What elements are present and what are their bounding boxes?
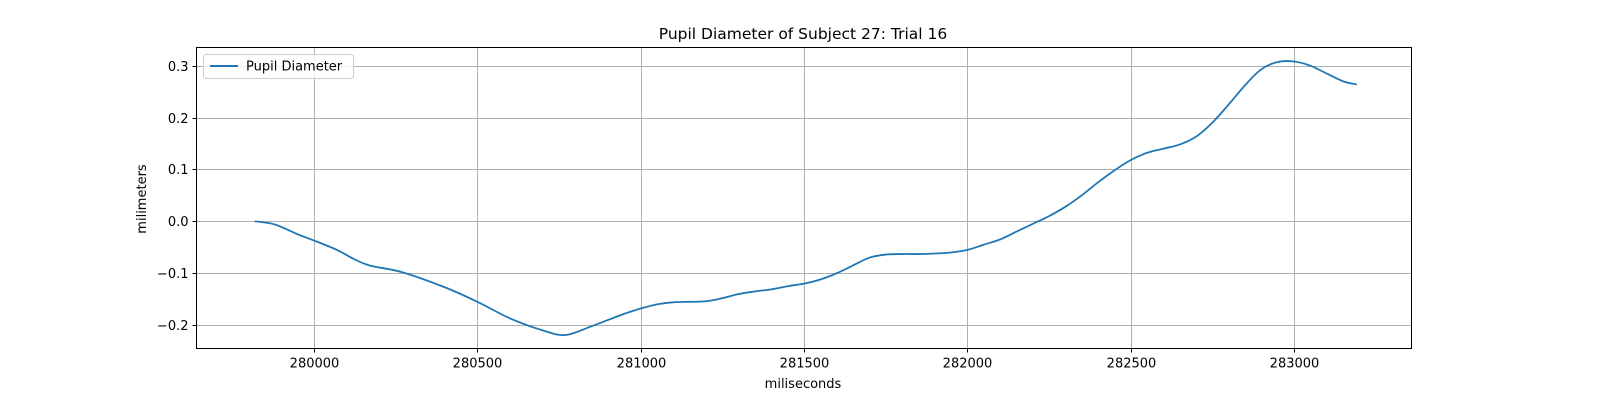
y-axis-label: milimeters [135, 164, 150, 234]
chart-title: Pupil Diameter of Subject 27: Trial 16 [659, 25, 948, 43]
y-tick-label: 0.3 [168, 60, 189, 75]
series-line-pupil-diameter [254, 60, 1357, 337]
x-tick-label: 280500 [453, 357, 503, 372]
x-axis-label: miliseconds [765, 377, 842, 392]
x-tick-label: 281500 [780, 357, 830, 372]
y-tick-label: 0.2 [168, 112, 189, 127]
legend-label: Pupil Diameter [246, 60, 343, 75]
legend-box [203, 54, 354, 79]
y-tick-label: −0.2 [157, 319, 189, 334]
x-tick-label: 282000 [943, 357, 993, 372]
x-tick-label: 280000 [290, 357, 340, 372]
series-layer [254, 60, 1357, 337]
axis-ticks: 280000 280500 281000 281500 282000 282500 2830… [157, 60, 1319, 372]
y-tick-label: 0.1 [168, 163, 189, 178]
x-tick-label: 283000 [1270, 357, 1320, 372]
legend: Pupil Diameter [203, 54, 354, 79]
y-tick-label: −0.1 [157, 267, 189, 282]
y-tick-label: 0.0 [168, 215, 189, 230]
grid [196, 47, 1412, 349]
x-tick-label: 281000 [617, 357, 667, 372]
x-tick-label: 282500 [1107, 357, 1157, 372]
